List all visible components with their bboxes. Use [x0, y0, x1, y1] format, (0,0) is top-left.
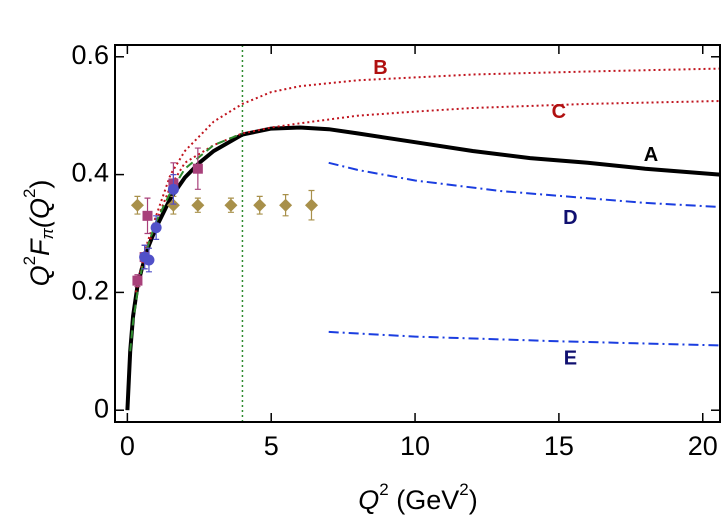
- x-tick-label: 0: [120, 431, 135, 461]
- x-label-part: ): [469, 485, 478, 515]
- marker: [166, 198, 180, 212]
- curve-label: E: [564, 347, 577, 369]
- marker: [224, 198, 238, 212]
- marker: [304, 198, 318, 212]
- x-label-part: Q: [358, 485, 379, 515]
- marker: [130, 198, 144, 212]
- curve: [135, 67, 720, 293]
- curve-label: B: [373, 57, 387, 79]
- plot-frame: [114, 44, 721, 423]
- marker: [150, 222, 162, 234]
- y-label-part: Q: [25, 265, 55, 286]
- marker: [132, 275, 143, 286]
- y-label-part: ): [25, 180, 55, 189]
- marker: [192, 163, 203, 174]
- y-label-part: π: [38, 227, 57, 239]
- curve: [135, 100, 720, 293]
- x-tick-label: 10: [400, 431, 430, 461]
- plot-area: [125, 45, 720, 422]
- x-label-part: 2: [379, 480, 388, 499]
- y-tick-label: 0: [94, 393, 109, 423]
- marker: [143, 254, 155, 266]
- curve: [328, 330, 720, 347]
- curve-label: C: [552, 101, 566, 123]
- marker: [279, 198, 293, 212]
- y-tick-label: 0.6: [71, 40, 109, 70]
- curve: [125, 125, 720, 411]
- x-axis-label: Q2 (GeV2): [358, 480, 477, 515]
- y-tick-label: 0.4: [71, 158, 109, 188]
- curve-label: A: [644, 144, 658, 166]
- marker: [253, 198, 267, 212]
- y-label-part: 2: [20, 189, 39, 198]
- y-label-part: F: [25, 238, 55, 256]
- marker: [191, 198, 205, 212]
- y-tick-label: 0.2: [71, 276, 109, 306]
- curve-label: D: [563, 207, 577, 229]
- x-tick-label: 5: [264, 431, 279, 461]
- curve: [328, 161, 720, 208]
- y-label-part: 2: [20, 256, 39, 265]
- curve: [129, 132, 243, 352]
- x-label-part: 2: [459, 480, 468, 499]
- x-tick-label: 20: [688, 431, 718, 461]
- x-label-part: (GeV: [389, 485, 460, 515]
- x-tick-label: 15: [544, 431, 574, 461]
- y-axis-label: Q2Fπ(Q2): [20, 180, 57, 287]
- marker: [167, 183, 179, 195]
- marker: [142, 210, 153, 221]
- y-label-part: (Q: [25, 198, 55, 228]
